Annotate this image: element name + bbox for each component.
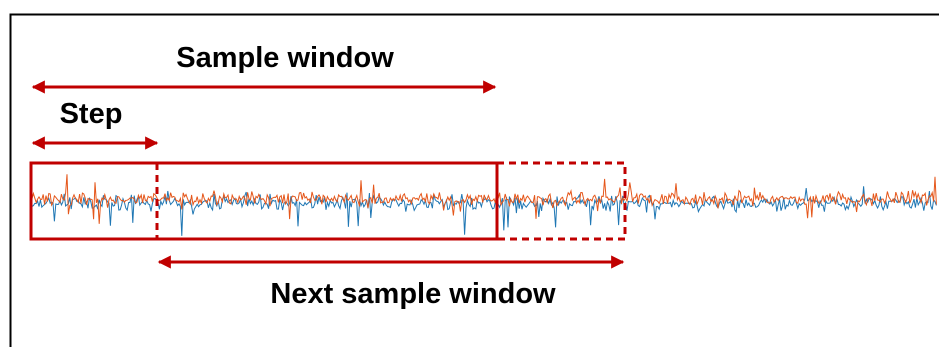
sample-window-label: Sample window [176, 42, 394, 74]
next-sample-window-label: Next sample window [270, 278, 556, 310]
step-label: Step [60, 98, 123, 130]
signal-waveform [31, 174, 937, 236]
sample-window-box [29, 161, 499, 241]
next-sample-window-box-dashed [497, 161, 627, 241]
frame-border [9, 13, 939, 347]
signal-trace-orange [31, 174, 937, 224]
signal-trace-blue [31, 186, 937, 236]
